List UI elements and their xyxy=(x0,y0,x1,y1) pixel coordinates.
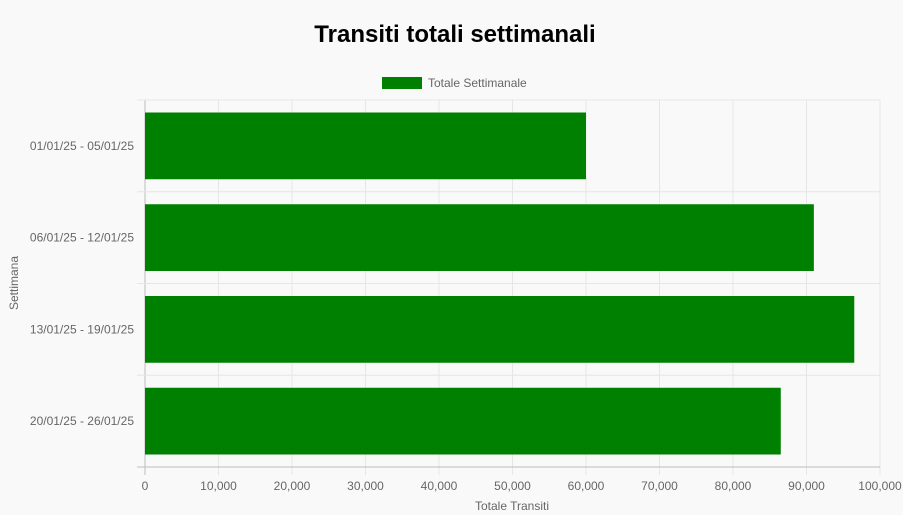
y-tick-label: 13/01/25 - 19/01/25 xyxy=(30,322,134,336)
x-tick-label: 10,000 xyxy=(200,479,237,493)
bar[interactable] xyxy=(145,387,781,455)
y-tick-label: 01/01/25 - 05/01/25 xyxy=(30,139,134,153)
y-axis-ticks: 01/01/25 - 05/01/25 06/01/25 - 12/01/25 13… xyxy=(30,139,134,428)
x-axis-ticks: 0 10,000 20,000 30,000 40,000 50,000 60,000 70,… xyxy=(142,479,902,493)
x-tick-label: 90,000 xyxy=(788,479,825,493)
x-tick-label: 60,000 xyxy=(568,479,605,493)
x-tick-label: 0 xyxy=(142,479,149,493)
bar[interactable] xyxy=(145,204,814,271)
chart-title: Transiti totali settimanali xyxy=(314,21,595,48)
x-tick-label: 100,000 xyxy=(858,479,902,493)
x-tick-label: 40,000 xyxy=(421,479,458,493)
legend-label: Totale Settimanale xyxy=(428,76,527,90)
x-tick-label: 70,000 xyxy=(641,479,678,493)
legend[interactable]: Totale Settimanale xyxy=(382,76,527,90)
y-tick-label: 06/01/25 - 12/01/25 xyxy=(30,231,134,245)
x-axis-label: Totale Transiti xyxy=(475,499,549,513)
x-tick-label: 80,000 xyxy=(715,479,752,493)
y-axis-label: Settimana xyxy=(7,256,21,310)
bars xyxy=(145,112,855,455)
legend-swatch xyxy=(382,77,422,89)
bar[interactable] xyxy=(145,296,855,363)
x-tick-label: 50,000 xyxy=(494,479,531,493)
bar[interactable] xyxy=(145,112,586,180)
x-tick-label: 30,000 xyxy=(347,479,384,493)
y-tick-label: 20/01/25 - 26/01/25 xyxy=(30,414,134,428)
x-tick-label: 20,000 xyxy=(274,479,311,493)
